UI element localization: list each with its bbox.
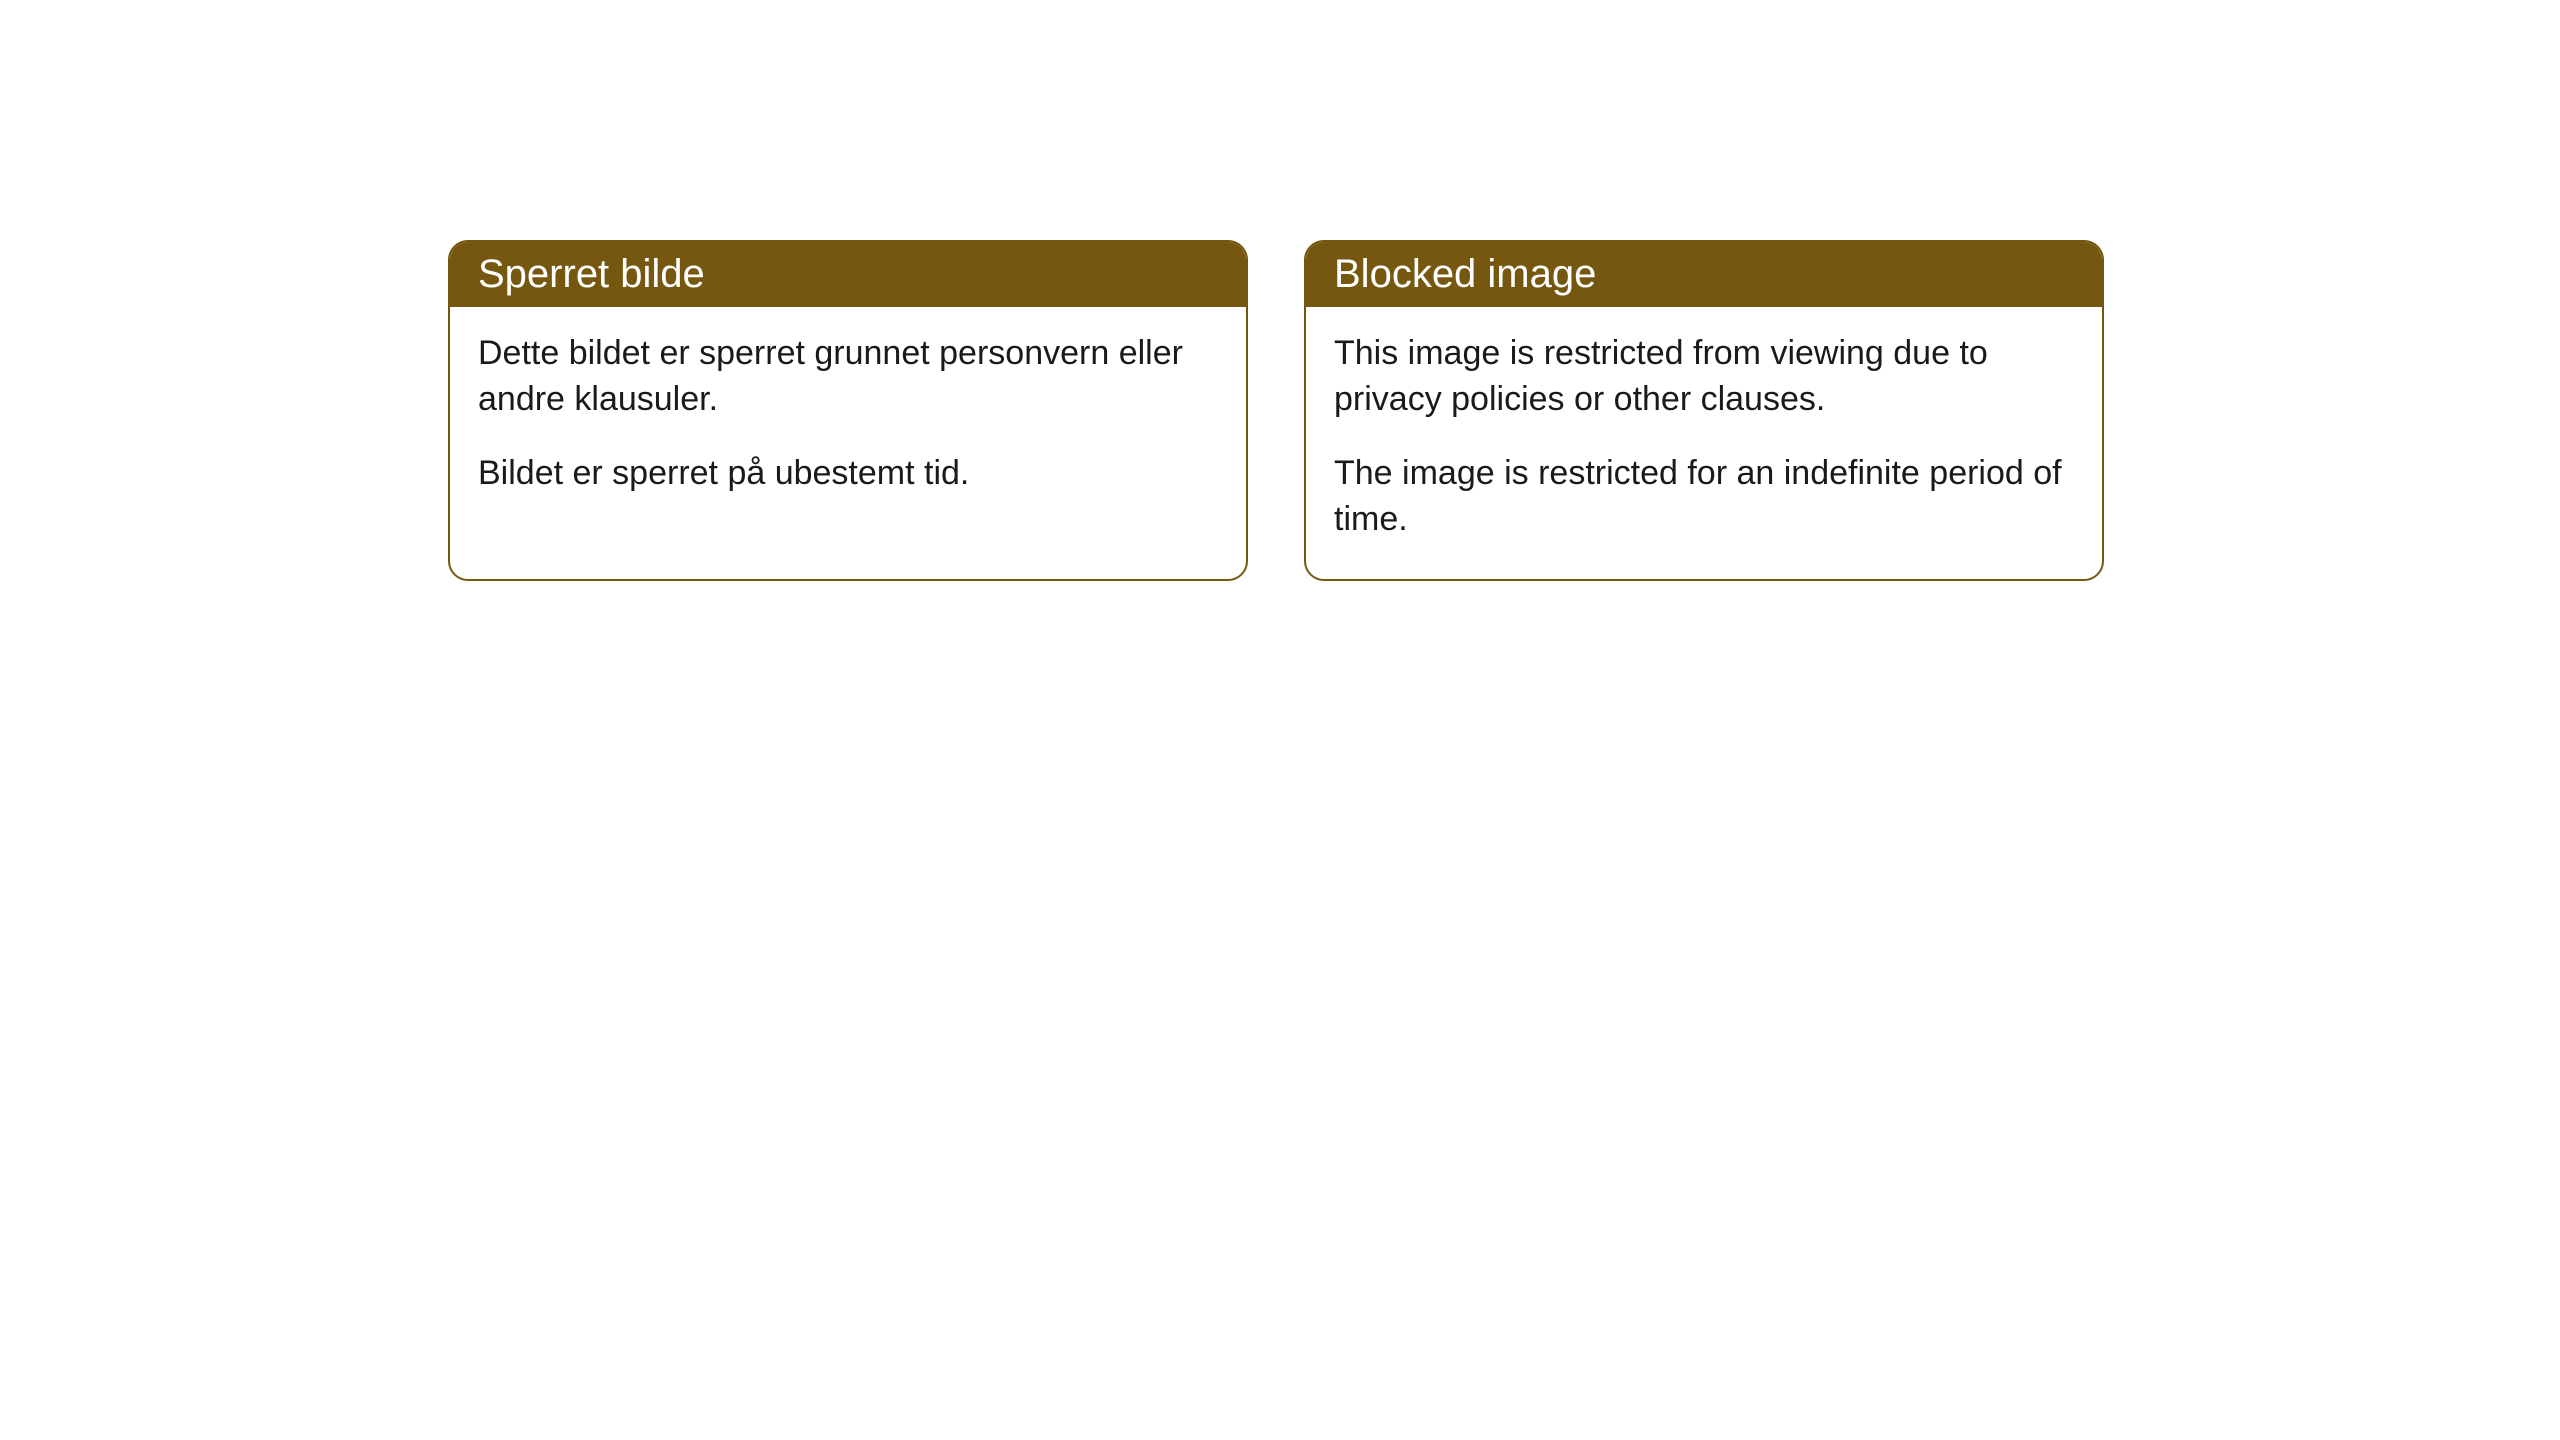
norwegian-card-body: Dette bildet er sperret grunnet personve…: [450, 307, 1246, 533]
english-paragraph-1: This image is restricted from viewing du…: [1334, 331, 2074, 423]
english-paragraph-2: The image is restricted for an indefinit…: [1334, 451, 2074, 543]
norwegian-card-title: Sperret bilde: [478, 252, 705, 296]
cards-container: Sperret bilde Dette bildet er sperret gr…: [0, 0, 2560, 581]
norwegian-card-header: Sperret bilde: [450, 242, 1246, 307]
english-card: Blocked image This image is restricted f…: [1304, 240, 2104, 581]
norwegian-card: Sperret bilde Dette bildet er sperret gr…: [448, 240, 1248, 581]
english-card-header: Blocked image: [1306, 242, 2102, 307]
english-card-title: Blocked image: [1334, 252, 1596, 296]
english-card-body: This image is restricted from viewing du…: [1306, 307, 2102, 579]
norwegian-paragraph-1: Dette bildet er sperret grunnet personve…: [478, 331, 1218, 423]
norwegian-paragraph-2: Bildet er sperret på ubestemt tid.: [478, 451, 1218, 497]
